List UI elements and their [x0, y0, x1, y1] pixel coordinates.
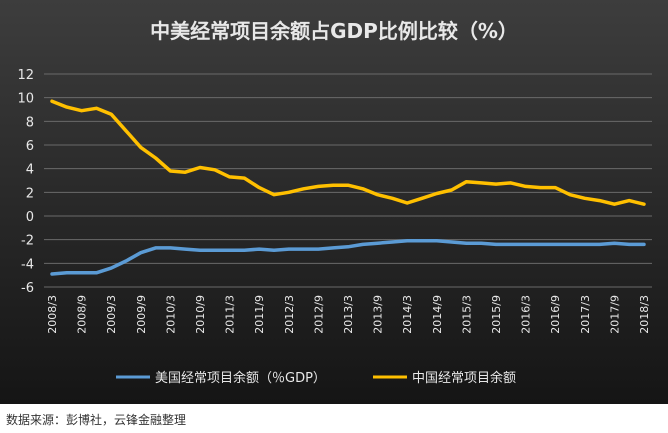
x-tick-label: 2018/3 [638, 295, 651, 334]
y-tick-label: 4 [26, 163, 34, 178]
x-tick-label: 2011/9 [253, 295, 266, 334]
y-axis-tick-labels: 12 10 8 6 4 2 0 -2 -4 -6 [17, 68, 34, 296]
x-tick-label: 2015/3 [460, 295, 473, 334]
gridlines [44, 73, 652, 288]
y-tick-label: 0 [26, 210, 34, 225]
source-note: 数据来源：彭博社，云锋金融整理 [6, 413, 187, 427]
x-tick-label: 2009/9 [135, 295, 148, 334]
x-tick-label: 2010/9 [194, 295, 207, 334]
x-tick-label: 2010/3 [164, 295, 177, 334]
y-tick-label: 2 [26, 186, 34, 201]
x-tick-label: 2012/3 [283, 295, 296, 334]
y-tick-label: 6 [26, 139, 34, 154]
legend-label-us: 美国经常项目余额（％GDP） [155, 370, 326, 386]
x-tick-label: 2017/9 [608, 295, 621, 334]
y-tick-label: -2 [21, 234, 34, 249]
legend: 美国经常项目余额（％GDP） 中国经常项目余额 [116, 370, 516, 386]
x-tick-label: 2016/9 [549, 295, 562, 334]
y-tick-label: -6 [21, 281, 34, 296]
x-tick-label: 2013/3 [342, 295, 355, 334]
legend-label-china: 中国经常项目余额 [412, 370, 516, 386]
x-tick-label: 2015/9 [490, 295, 503, 334]
x-tick-label: 2011/3 [224, 295, 237, 334]
x-tick-label: 2016/3 [520, 295, 533, 334]
x-tick-label: 2017/3 [579, 295, 592, 334]
x-tick-label: 2014/9 [431, 295, 444, 334]
chart-panel: 中美经常项目余额占GDP比例比较（%） 12 10 8 6 4 2 0 -2 -4 -6 2008… [0, 0, 668, 404]
y-tick-label: -4 [21, 257, 34, 272]
x-tick-label: 2014/3 [401, 295, 414, 334]
series-lines [50, 99, 646, 276]
x-tick-label: 2009/3 [105, 295, 118, 334]
y-tick-label: 10 [17, 92, 34, 107]
chart-title: 中美经常项目余额占GDP比例比较（%） [150, 19, 518, 43]
series-line-us [50, 239, 646, 276]
y-tick-label: 12 [17, 68, 34, 83]
x-tick-label: 2012/9 [312, 295, 325, 334]
y-tick-label: 8 [26, 115, 34, 130]
chart-background [0, 0, 668, 404]
x-tick-label: 2013/9 [372, 295, 385, 334]
x-tick-label: 2008/3 [46, 295, 59, 334]
x-tick-label: 2008/9 [76, 295, 89, 334]
series-line-china [50, 99, 646, 206]
line-chart: 中美经常项目余额占GDP比例比较（%） 12 10 8 6 4 2 0 -2 -4 -6 2008… [0, 0, 668, 404]
x-axis-tick-labels: 2008/3 2008/9 2009/3 2009/9 2010/3 2010/9 2011… [46, 295, 651, 334]
